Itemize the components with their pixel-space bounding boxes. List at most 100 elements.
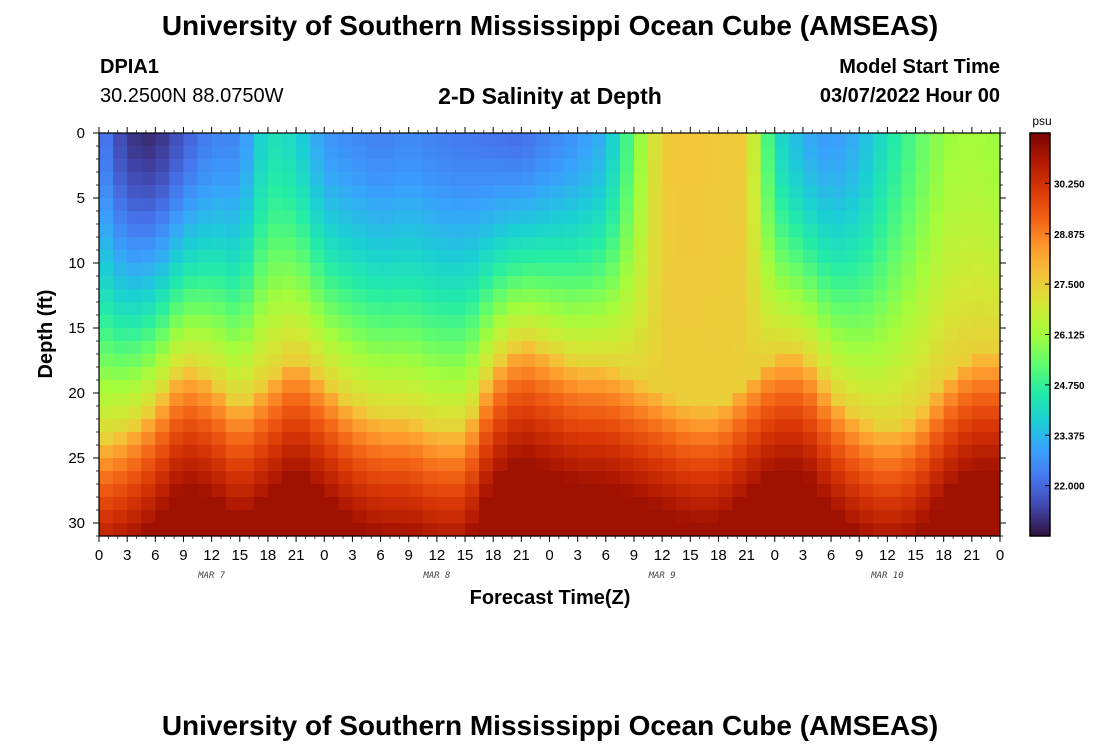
heatmap-cell bbox=[296, 185, 311, 199]
heatmap-cell bbox=[282, 263, 297, 277]
heatmap-cell bbox=[690, 328, 705, 342]
heatmap-cell bbox=[310, 471, 325, 485]
heatmap-cell bbox=[901, 133, 917, 147]
heatmap-cell bbox=[859, 224, 874, 238]
heatmap-cell bbox=[943, 341, 959, 355]
heatmap-cell bbox=[732, 172, 748, 186]
heatmap-cell bbox=[718, 458, 734, 472]
heatmap-cell bbox=[718, 328, 734, 342]
heatmap-cell bbox=[676, 380, 691, 394]
heatmap-cell bbox=[788, 393, 804, 407]
heatmap-cell bbox=[887, 302, 903, 316]
heatmap-cell bbox=[549, 159, 565, 173]
heatmap-cell bbox=[197, 523, 213, 537]
heatmap-cell bbox=[577, 276, 593, 290]
x-tick-label: 18 bbox=[260, 547, 277, 564]
heatmap-cell bbox=[915, 484, 931, 498]
heatmap-cell bbox=[873, 523, 888, 537]
heatmap-cell bbox=[352, 289, 368, 303]
heatmap-cell bbox=[633, 419, 649, 433]
heatmap-cell bbox=[915, 458, 931, 472]
heatmap-cell bbox=[127, 367, 142, 381]
heatmap-cell bbox=[225, 445, 241, 459]
heatmap-cell bbox=[760, 146, 776, 160]
heatmap-cell bbox=[662, 289, 677, 303]
heatmap-cell bbox=[732, 302, 748, 316]
heatmap-cell bbox=[521, 276, 537, 290]
heatmap-cell bbox=[310, 367, 325, 381]
heatmap-cell bbox=[845, 328, 860, 342]
heatmap-cell bbox=[155, 133, 170, 147]
heatmap-cell bbox=[493, 458, 508, 472]
heatmap-cell bbox=[422, 328, 438, 342]
heatmap-cell bbox=[338, 341, 354, 355]
heatmap-cell bbox=[310, 250, 325, 264]
heatmap-cell bbox=[943, 419, 959, 433]
heatmap-cell bbox=[479, 198, 494, 212]
heatmap-cell bbox=[310, 419, 325, 433]
heatmap-cell bbox=[732, 432, 748, 446]
heatmap-cell bbox=[563, 211, 579, 225]
heatmap-cell bbox=[197, 380, 213, 394]
heatmap-cell bbox=[211, 341, 227, 355]
heatmap-cell bbox=[605, 250, 621, 264]
heatmap-cell bbox=[450, 315, 466, 329]
heatmap-cell bbox=[507, 445, 522, 459]
heatmap-cell bbox=[690, 211, 705, 225]
heatmap-cell bbox=[549, 302, 565, 316]
heatmap-cell bbox=[662, 354, 677, 368]
heatmap-cell bbox=[99, 419, 114, 433]
heatmap-cell bbox=[760, 302, 776, 316]
heatmap-cell bbox=[760, 237, 776, 251]
heatmap-cell bbox=[99, 276, 114, 290]
heatmap-cell bbox=[971, 250, 987, 264]
heatmap-cell bbox=[493, 302, 508, 316]
heatmap-cell bbox=[380, 237, 396, 251]
heatmap-cell bbox=[591, 458, 607, 472]
heatmap-cell bbox=[296, 224, 311, 238]
heatmap-cell bbox=[282, 484, 297, 498]
heatmap-cell bbox=[690, 341, 705, 355]
heatmap-cell bbox=[577, 250, 593, 264]
heatmap-cell bbox=[873, 432, 888, 446]
heatmap-cell bbox=[507, 224, 522, 238]
heatmap-cell bbox=[394, 432, 410, 446]
x-tick-label: 18 bbox=[485, 547, 502, 564]
heatmap-cell bbox=[831, 354, 846, 368]
heatmap-cell bbox=[197, 341, 213, 355]
heatmap-cell bbox=[324, 510, 339, 524]
heatmap-cell bbox=[479, 354, 494, 368]
colorbar-tick-label: 24.750 bbox=[1054, 381, 1085, 392]
heatmap-cell bbox=[436, 159, 452, 173]
heatmap-cell bbox=[366, 367, 382, 381]
heatmap-cell bbox=[479, 393, 494, 407]
heatmap-cell bbox=[521, 484, 537, 498]
heatmap-cell bbox=[338, 185, 354, 199]
heatmap-cell bbox=[563, 484, 579, 498]
heatmap-cell bbox=[99, 159, 114, 173]
heatmap-cell bbox=[718, 185, 734, 199]
heatmap-cell bbox=[282, 380, 297, 394]
heatmap-cell bbox=[310, 432, 325, 446]
heatmap-cell bbox=[732, 198, 748, 212]
heatmap-cell bbox=[535, 419, 551, 433]
x-tick-label: 18 bbox=[710, 547, 727, 564]
heatmap-cell bbox=[901, 328, 917, 342]
heatmap-cell bbox=[831, 484, 846, 498]
heatmap-cell bbox=[802, 237, 818, 251]
heatmap-cell bbox=[450, 380, 466, 394]
heatmap-cell bbox=[155, 198, 170, 212]
heatmap-cell bbox=[732, 185, 748, 199]
heatmap-cell bbox=[113, 393, 128, 407]
heatmap-cell bbox=[633, 445, 649, 459]
heatmap-cell bbox=[535, 445, 551, 459]
heatmap-cell bbox=[577, 432, 593, 446]
heatmap-cell bbox=[169, 146, 185, 160]
heatmap-cell bbox=[605, 380, 621, 394]
heatmap-cell bbox=[985, 237, 1001, 251]
heatmap-cell bbox=[816, 276, 832, 290]
heatmap-cell bbox=[197, 484, 213, 498]
heatmap-cell bbox=[887, 328, 903, 342]
heatmap-cell bbox=[366, 497, 382, 511]
heatmap-cell bbox=[253, 263, 269, 277]
